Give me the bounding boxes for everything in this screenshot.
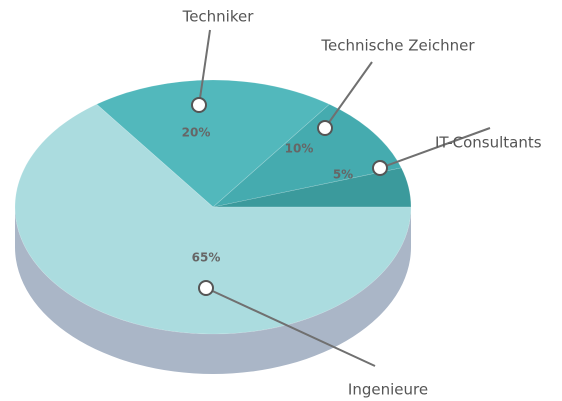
pie-side (15, 207, 411, 374)
pie-slice (14, 103, 412, 335)
leader-line (324, 61, 373, 129)
percent-label: 65% (192, 251, 221, 265)
pie-slice (96, 79, 330, 208)
leader-dot (372, 160, 388, 176)
percent-label: 5% (333, 168, 353, 182)
slice-label: Ingenieure (348, 381, 428, 399)
slice-label: Technische Zeichner (320, 37, 475, 55)
pie-slice (212, 167, 412, 208)
slice-label: Techniker (182, 8, 255, 26)
leader-dot (198, 280, 214, 296)
leader-line (198, 29, 211, 106)
leader-dot (191, 97, 207, 113)
pie-slice (211, 103, 402, 208)
leader-line (205, 287, 376, 367)
percent-label: 20% (182, 126, 211, 140)
leader-line (379, 127, 491, 169)
percent-label: 10% (285, 142, 314, 156)
leader-dot (317, 120, 333, 136)
slice-label: IT-Consultants (435, 134, 542, 152)
